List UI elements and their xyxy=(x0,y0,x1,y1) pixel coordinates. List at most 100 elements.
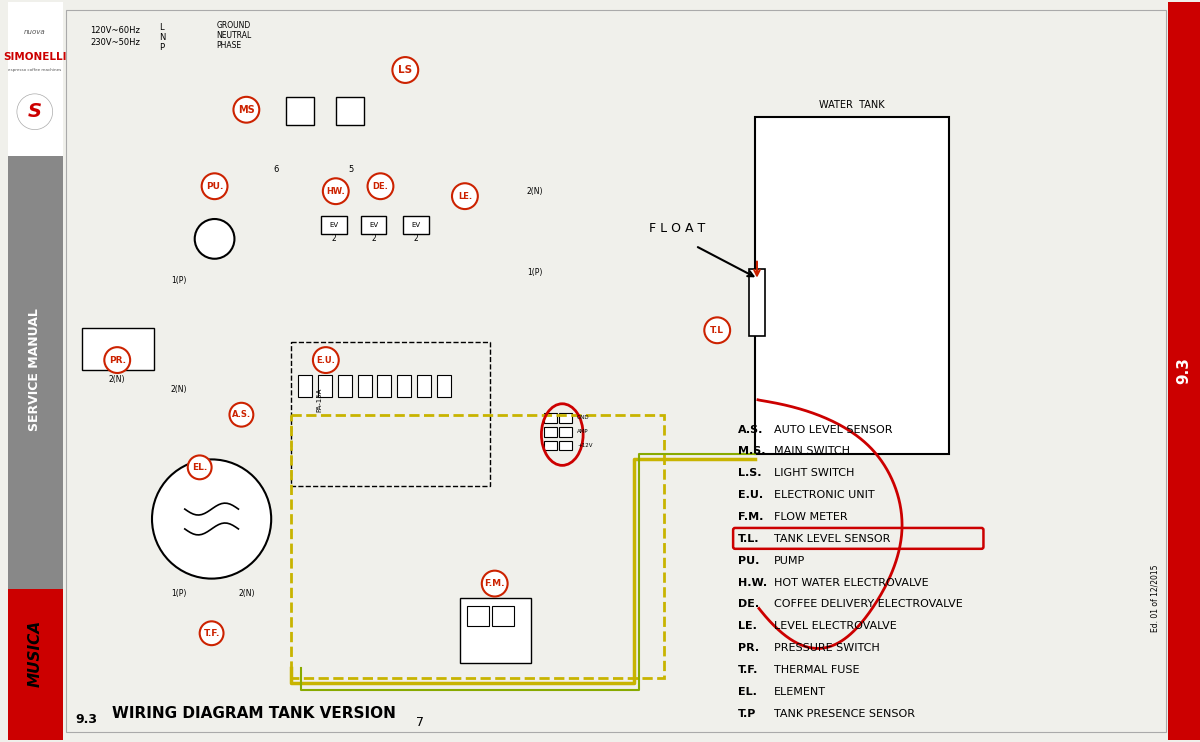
Circle shape xyxy=(187,456,211,479)
Circle shape xyxy=(313,347,338,373)
Text: GND: GND xyxy=(577,416,589,420)
Text: PR.: PR. xyxy=(109,355,126,364)
Text: 120V~60Hz: 120V~60Hz xyxy=(90,26,140,35)
Bar xyxy=(286,96,314,125)
Text: M.S.: M.S. xyxy=(738,447,766,456)
Text: S: S xyxy=(28,102,42,121)
Text: LE.: LE. xyxy=(458,191,472,200)
Text: LEVEL ELECTROVALVE: LEVEL ELECTROVALVE xyxy=(774,621,896,631)
Text: THERMAL FUSE: THERMAL FUSE xyxy=(774,665,859,675)
Text: EV: EV xyxy=(368,222,378,228)
Text: 9.3: 9.3 xyxy=(76,713,97,726)
Text: 7: 7 xyxy=(416,716,425,729)
Bar xyxy=(1169,2,1200,740)
Text: PHASE: PHASE xyxy=(216,41,241,50)
Circle shape xyxy=(104,347,130,373)
Text: P: P xyxy=(160,42,164,52)
Bar xyxy=(403,216,430,234)
Text: LE.: LE. xyxy=(738,621,757,631)
Circle shape xyxy=(202,174,228,199)
Circle shape xyxy=(17,93,53,130)
Circle shape xyxy=(229,403,253,427)
Text: T.L.: T.L. xyxy=(738,534,760,544)
Text: SIMONELLI: SIMONELLI xyxy=(4,52,66,62)
Text: F.M.: F.M. xyxy=(485,579,505,588)
Bar xyxy=(397,375,412,397)
Text: L.S.: L.S. xyxy=(738,468,762,479)
Text: 6: 6 xyxy=(274,165,278,174)
Bar xyxy=(336,96,364,125)
Text: F.M.: F.M. xyxy=(738,512,763,522)
Text: nuova: nuova xyxy=(24,29,46,36)
Text: T.L: T.L xyxy=(710,326,725,335)
Bar xyxy=(318,375,331,397)
Text: PU.: PU. xyxy=(206,182,223,191)
Text: 5: 5 xyxy=(348,165,353,174)
Text: ELECTRONIC UNIT: ELECTRONIC UNIT xyxy=(774,490,875,500)
Bar xyxy=(8,2,62,157)
Text: 2: 2 xyxy=(414,234,419,243)
Bar xyxy=(437,375,451,397)
Text: 2(N): 2(N) xyxy=(109,375,126,384)
Text: LIGHT SWITCH: LIGHT SWITCH xyxy=(774,468,854,479)
Bar xyxy=(418,375,431,397)
Text: WATER  TANK: WATER TANK xyxy=(820,99,884,110)
Text: DE.: DE. xyxy=(738,600,760,609)
Text: MAIN SWITCH: MAIN SWITCH xyxy=(774,447,850,456)
Text: SERVICE MANUAL: SERVICE MANUAL xyxy=(29,309,41,431)
Bar xyxy=(298,375,312,397)
Text: EV: EV xyxy=(412,222,421,228)
Text: AMP: AMP xyxy=(577,429,589,434)
Text: EL.: EL. xyxy=(192,463,208,472)
Text: L: L xyxy=(160,23,164,32)
Bar xyxy=(8,588,62,740)
Text: AUTO LEVEL SENSOR: AUTO LEVEL SENSOR xyxy=(774,424,893,435)
Circle shape xyxy=(234,96,259,122)
Bar xyxy=(545,441,557,450)
Text: COFFEE DELIVERY ELECTROVALVE: COFFEE DELIVERY ELECTROVALVE xyxy=(774,600,962,609)
Text: espresso coffee machines: espresso coffee machines xyxy=(8,68,61,72)
Text: E.U.: E.U. xyxy=(317,355,335,364)
Text: 230V~50Hz: 230V~50Hz xyxy=(90,38,140,47)
Bar xyxy=(83,328,154,370)
Text: PUMP: PUMP xyxy=(774,556,805,565)
Circle shape xyxy=(392,57,419,83)
Bar xyxy=(755,116,949,454)
Bar xyxy=(358,375,372,397)
Text: T.F.: T.F. xyxy=(738,665,758,675)
Text: H.W.: H.W. xyxy=(738,577,767,588)
Text: E.U.: E.U. xyxy=(738,490,763,500)
Circle shape xyxy=(704,318,730,344)
Bar xyxy=(460,599,532,663)
Text: 1(P): 1(P) xyxy=(527,268,542,278)
Text: FLOW METER: FLOW METER xyxy=(774,512,847,522)
Text: A.S.: A.S. xyxy=(738,424,763,435)
Bar xyxy=(545,413,557,423)
Text: Ed. 01 of 12/2015: Ed. 01 of 12/2015 xyxy=(1151,565,1159,632)
Bar xyxy=(320,216,347,234)
Text: T.P: T.P xyxy=(738,709,756,719)
Text: 2(N): 2(N) xyxy=(170,385,187,395)
Text: PA-15A: PA-15A xyxy=(316,387,322,412)
Bar xyxy=(292,415,664,678)
Bar xyxy=(545,427,557,436)
Text: TANK PRESENCE SENSOR: TANK PRESENCE SENSOR xyxy=(774,709,914,719)
Text: PRESSURE SWITCH: PRESSURE SWITCH xyxy=(774,643,880,653)
Text: N: N xyxy=(158,33,166,42)
Text: GROUND: GROUND xyxy=(216,21,251,30)
Text: 2: 2 xyxy=(371,234,376,243)
Text: 2(N): 2(N) xyxy=(526,187,542,196)
Text: ELEMENT: ELEMENT xyxy=(774,687,826,697)
Text: T.F.: T.F. xyxy=(204,628,220,637)
Text: +12V: +12V xyxy=(577,443,593,448)
Bar xyxy=(492,606,514,626)
Circle shape xyxy=(452,183,478,209)
Text: 9.3: 9.3 xyxy=(1177,358,1192,384)
Text: WIRING DIAGRAM TANK VERSION: WIRING DIAGRAM TANK VERSION xyxy=(113,706,396,721)
Circle shape xyxy=(152,459,271,579)
Bar xyxy=(8,157,62,588)
Circle shape xyxy=(481,571,508,597)
Text: MS: MS xyxy=(238,105,254,115)
Bar xyxy=(559,413,572,423)
Bar xyxy=(559,441,572,450)
